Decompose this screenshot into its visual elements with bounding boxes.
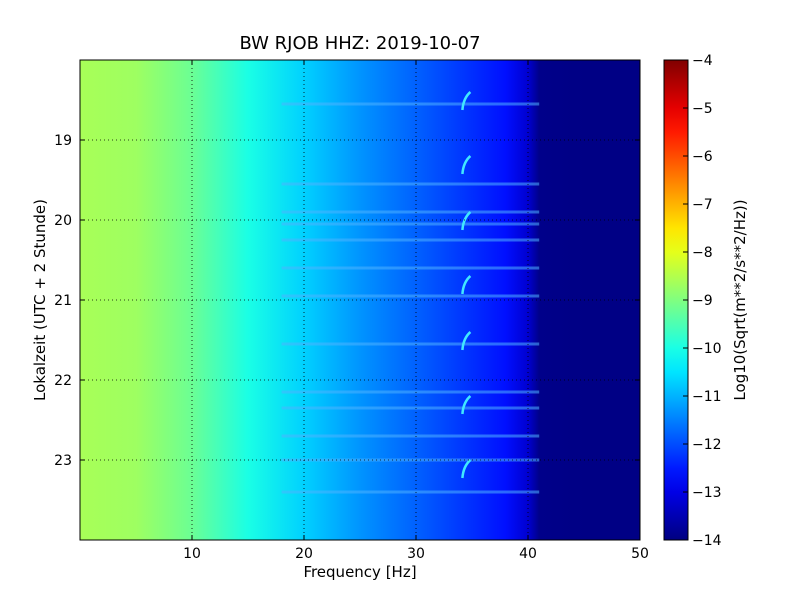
band-stripe bbox=[281, 434, 540, 438]
band-stripe bbox=[281, 294, 540, 298]
band-stripe bbox=[281, 238, 540, 242]
x-tick-label: 30 bbox=[407, 546, 425, 562]
spectral-feature bbox=[461, 459, 472, 479]
x-axis-ticks: 10 20 30 40 50 bbox=[183, 60, 649, 562]
horizontal-bands bbox=[281, 102, 540, 494]
spectral-feature bbox=[461, 331, 472, 351]
colorbar-tick-label: −5 bbox=[692, 101, 713, 117]
spectral-feature bbox=[461, 155, 472, 175]
band-stripe bbox=[281, 342, 540, 346]
y-axis-label: Lokalzeit (UTC + 2 Stunde) bbox=[31, 199, 49, 401]
y-tick-label: 21 bbox=[54, 293, 72, 309]
colorbar-tick-label: −9 bbox=[692, 293, 713, 309]
band-stripe bbox=[281, 210, 540, 214]
band-stripe bbox=[281, 102, 540, 106]
y-tick-label: 22 bbox=[54, 373, 72, 389]
colorbar-ticks: −4 −5 −6 −7 −8 −9 −10 −11 −12 −13 −14 bbox=[683, 53, 722, 549]
colorbar-tick-label: −10 bbox=[692, 341, 722, 357]
x-tick-label: 20 bbox=[295, 546, 313, 562]
band-stripe bbox=[281, 406, 540, 410]
y-tick-label: 20 bbox=[54, 213, 72, 229]
grid-lines bbox=[80, 60, 640, 540]
repeating-features bbox=[461, 91, 472, 479]
band-stripe bbox=[281, 490, 540, 494]
y-tick-label: 19 bbox=[54, 133, 72, 149]
colorbar-tick-label: −11 bbox=[692, 389, 722, 405]
y-axis-ticks: 19 20 21 22 23 bbox=[54, 133, 640, 469]
plot-area bbox=[80, 60, 640, 540]
band-stripe bbox=[281, 222, 540, 226]
band-stripe bbox=[281, 182, 540, 186]
colorbar-tick-label: −4 bbox=[692, 53, 713, 69]
band-stripe bbox=[281, 458, 540, 462]
band-stripe bbox=[281, 390, 540, 394]
spectral-feature bbox=[461, 91, 472, 111]
colorbar-tick-label: −13 bbox=[692, 485, 722, 501]
colorbar-tick-label: −8 bbox=[692, 245, 713, 261]
spectral-feature bbox=[461, 395, 472, 415]
chart-title: BW RJOB HHZ: 2019-10-07 bbox=[239, 33, 480, 54]
colorbar-tick-label: −6 bbox=[692, 149, 713, 165]
colorbar-tick-label: −14 bbox=[692, 533, 722, 549]
band-stripe bbox=[281, 266, 540, 270]
y-tick-label: 23 bbox=[54, 453, 72, 469]
x-tick-label: 50 bbox=[631, 546, 649, 562]
spectral-feature bbox=[461, 211, 472, 231]
x-tick-label: 10 bbox=[183, 546, 201, 562]
colorbar-label: Log10(Sqrt(m**2/s**2/Hz)) bbox=[731, 199, 749, 400]
colorbar-tick-label: −12 bbox=[692, 437, 722, 453]
x-tick-label: 40 bbox=[519, 546, 537, 562]
colorbar-tick-label: −7 bbox=[692, 197, 713, 213]
spectral-feature bbox=[461, 275, 472, 295]
x-axis-label: Frequency [Hz] bbox=[303, 563, 416, 581]
